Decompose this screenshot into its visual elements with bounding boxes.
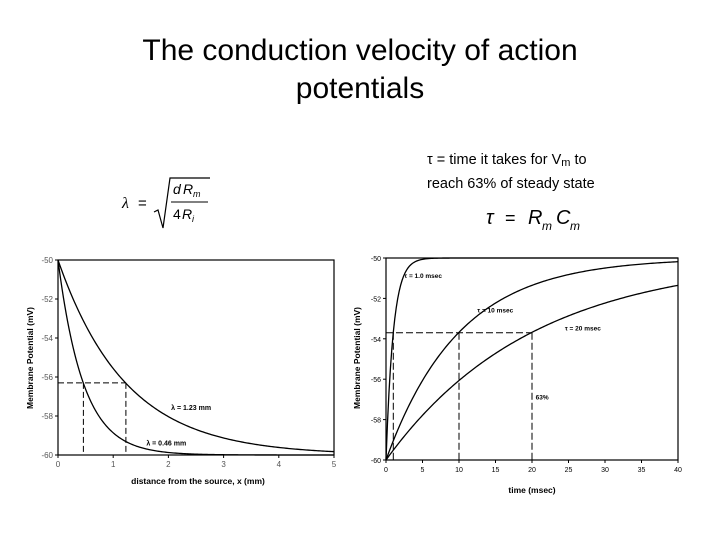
x-axis-label: distance from the source, x (mm) xyxy=(131,476,265,486)
x-tick-label: 1 xyxy=(111,460,116,469)
eq-lambda-num-d: d xyxy=(173,181,182,197)
series-line-0 xyxy=(57,259,335,453)
eq-lambda-num-sub: m xyxy=(193,189,201,199)
annotation-label: τ = 1.0 msec xyxy=(404,273,442,280)
y-tick-label: -58 xyxy=(41,412,53,421)
x-tick-label: 40 xyxy=(674,467,682,474)
x-tick-label: 35 xyxy=(638,467,646,474)
eq-tau-equals: = xyxy=(505,208,516,228)
eq-lambda-den-4: 4 xyxy=(173,206,181,222)
x-tick-label: 2 xyxy=(166,460,171,469)
y-tick-label: -50 xyxy=(371,256,381,263)
y-tick-label: -56 xyxy=(41,373,53,382)
annotation-label: λ = 1.23 mm xyxy=(171,404,211,412)
sqrt-sign xyxy=(153,177,210,229)
eq-lambda-equals: = xyxy=(138,195,147,212)
x-tick-label: 5 xyxy=(421,467,425,474)
series-line-1 xyxy=(57,259,334,456)
slide-title: The conduction velocity of action potent… xyxy=(0,32,720,108)
tau-note-sub: m xyxy=(561,157,571,169)
eq-tau-lhs: τ xyxy=(486,207,495,229)
series-line-0 xyxy=(385,257,678,461)
title-line-1: The conduction velocity of action xyxy=(142,34,578,67)
tau-note-line-2: reach 63% of steady state xyxy=(427,176,595,192)
eq-lambda-den-sub: i xyxy=(192,214,195,224)
tau-note-prefix: τ = time it takes for V xyxy=(427,152,562,168)
x-tick-label: 10 xyxy=(455,467,463,474)
series-line-1 xyxy=(385,261,679,461)
y-tick-label: -60 xyxy=(41,451,53,460)
y-tick-label: -60 xyxy=(371,458,381,465)
eq-tau-C: C xyxy=(556,207,571,229)
length-constant-equation: λ = d R m 4 R i xyxy=(121,177,210,229)
y-tick-label: -52 xyxy=(371,296,381,303)
time-course-chart: 0 5 10 15 20 25 30 35 40 -50 -52 -54 -56 -58 -60 time (… xyxy=(352,256,682,495)
x-tick-label: 20 xyxy=(528,467,536,474)
eq-tau-R: R xyxy=(528,207,542,229)
y-tick-label: -58 xyxy=(371,418,381,425)
y-tick-label: -54 xyxy=(41,334,53,343)
tau-note-suffix: to xyxy=(570,152,587,168)
y-tick-label: -52 xyxy=(41,295,53,304)
eq-tau-C-sub: m xyxy=(570,219,580,233)
series-line-2 xyxy=(385,284,679,461)
y-tick-label: -56 xyxy=(371,377,381,384)
distance-decay-chart: 0 1 2 3 4 5 -50 -52 -54 -56 -58 -60 distance from th… xyxy=(25,256,337,486)
eq-lambda-num-R: R xyxy=(183,181,193,197)
annotation-label: τ = 20 msec xyxy=(565,326,601,333)
x-tick-label: 4 xyxy=(277,460,282,469)
y-tick-label: -54 xyxy=(371,337,381,344)
x-axis-label: time (msec) xyxy=(508,485,555,495)
annotation-label: λ = 0.46 mm xyxy=(146,439,186,447)
x-tick-label: 0 xyxy=(384,467,388,474)
eq-tau-R-sub: m xyxy=(542,219,552,233)
y-tick-label: -50 xyxy=(41,256,53,265)
x-tick-label: 15 xyxy=(492,467,500,474)
plot-frame xyxy=(57,259,335,456)
eq-lambda-lhs: λ xyxy=(121,195,129,212)
x-tick-label: 30 xyxy=(601,467,609,474)
x-tick-label: 25 xyxy=(565,467,573,474)
x-tick-label: 0 xyxy=(56,460,61,469)
y-axis-label: Membrane Potential (mV) xyxy=(352,307,362,409)
annotation-label: τ = 10 msec xyxy=(477,308,513,315)
x-tick-label: 5 xyxy=(332,460,337,469)
title-line-2: potentials xyxy=(295,72,425,105)
eq-lambda-den-R: R xyxy=(182,206,192,222)
x-tick-label: 3 xyxy=(221,460,226,469)
annotation-label: 63% xyxy=(536,394,549,401)
tau-definition-note: τ = time it takes for Vm to reach 63% of… xyxy=(427,150,595,195)
y-axis-label: Membrane Potential (mV) xyxy=(25,307,35,409)
time-constant-equation: τ = R m C m xyxy=(486,207,580,233)
